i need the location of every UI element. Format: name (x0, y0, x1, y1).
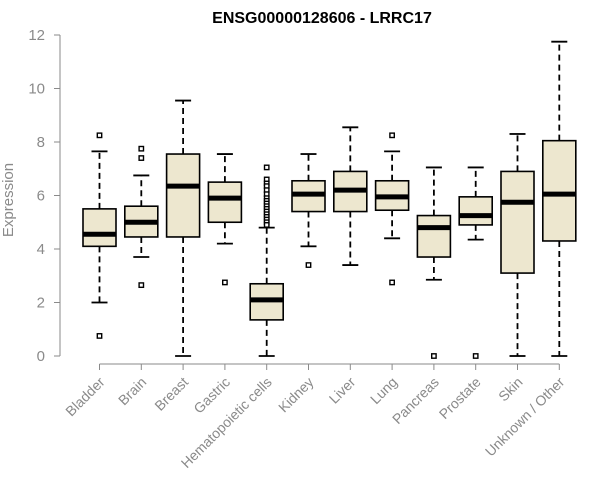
x-tick-label: Lung (367, 374, 400, 407)
y-axis-label: Expression (0, 163, 17, 237)
outlier-point (389, 132, 395, 139)
outlier-point (263, 222, 270, 228)
y-tick-label: 0 (37, 348, 45, 365)
outlier-point (305, 262, 312, 268)
box-skin (500, 133, 535, 357)
outlier-point (96, 132, 103, 139)
iqr-box (458, 196, 494, 226)
box-hematopoietic-cells (249, 164, 284, 357)
x-tick-label: Skin (495, 374, 526, 405)
iqr-box (207, 181, 243, 224)
box-series (82, 40, 577, 359)
outlier-point (221, 279, 228, 286)
outlier-point (138, 282, 145, 289)
outlier-point (138, 155, 145, 161)
box-pancreas (416, 166, 452, 359)
y-tick-label: 2 (37, 295, 45, 312)
y-tick-label: 6 (37, 188, 45, 205)
outlier-point (389, 279, 395, 286)
x-tick-label: Breast (151, 374, 191, 414)
chart-title: ENSG00000128606 - LRRC17 (212, 10, 432, 27)
y-tick-label: 12 (28, 27, 45, 44)
box-prostate (458, 166, 494, 359)
box-lung (374, 132, 410, 286)
x-tick-label: Prostate (436, 374, 484, 422)
x-tick-label: Bladder (62, 374, 108, 420)
box-liver (332, 126, 368, 266)
y-tick-label: 4 (37, 241, 45, 258)
box-kidney (291, 153, 326, 268)
y-axis: 0 2 4 6 8 10 12 (28, 27, 61, 365)
outlier-point (263, 164, 270, 171)
x-tick-label: Brain (115, 374, 149, 408)
iqr-box (416, 214, 452, 258)
box-unknown-other (541, 40, 577, 357)
iqr-box (82, 208, 117, 248)
outlier-point (472, 353, 479, 359)
box-gastric (207, 153, 243, 286)
box-breast (165, 99, 201, 357)
y-tick-label: 8 (37, 134, 45, 151)
iqr-box (541, 139, 577, 242)
x-tick-label: Liver (326, 374, 359, 407)
box-brain (124, 145, 159, 289)
outlier-point (96, 333, 103, 339)
x-tick-label: Kidney (275, 374, 317, 416)
iqr-box (165, 153, 201, 238)
y-tick-label: 10 (28, 81, 45, 98)
iqr-box (500, 170, 535, 274)
box-bladder (82, 132, 117, 339)
outlier-point (138, 145, 145, 152)
x-tick-label: Unknown / Other (482, 374, 568, 460)
outlier-point (431, 353, 437, 359)
